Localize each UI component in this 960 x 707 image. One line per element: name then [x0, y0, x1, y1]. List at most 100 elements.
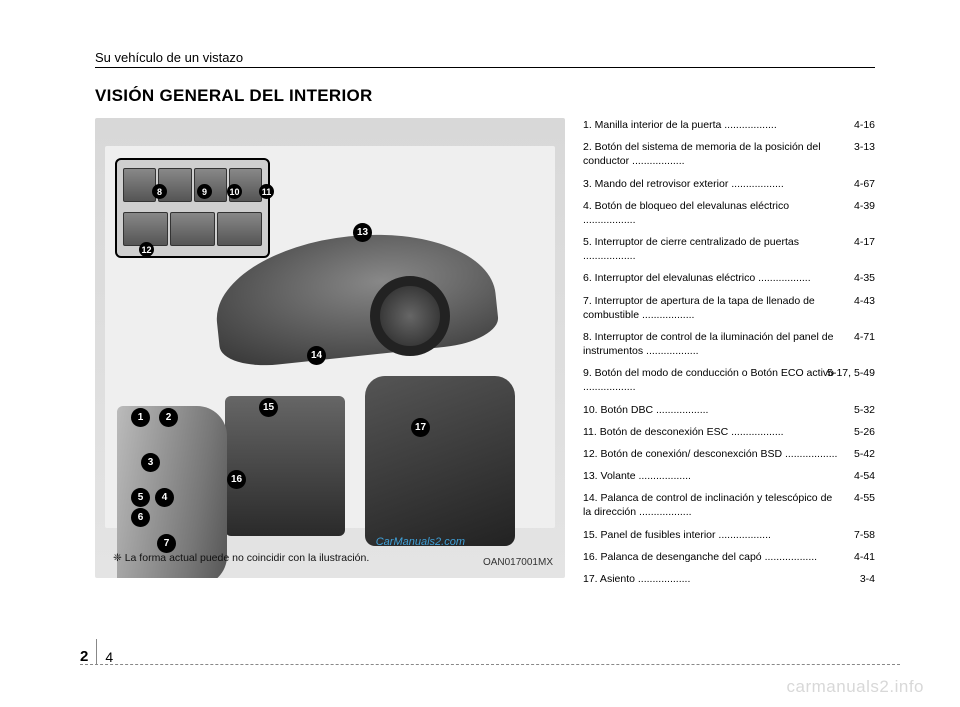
list-item-dots: .................. — [785, 447, 838, 461]
page-separator — [96, 639, 97, 665]
list-item-text: 17. Asiento .................. 3-4 — [583, 572, 875, 586]
list-item: 16. Palanca de desenganche del capó ....… — [583, 550, 875, 564]
list-item-page: 5-42 — [854, 447, 875, 461]
list-item-dots: .................. — [765, 550, 818, 564]
list-item: 9. Botón del modo de conducción o Botón … — [583, 366, 875, 394]
list-item-dots: .................. — [638, 469, 691, 483]
list-item: 7. Interruptor de apertura de la tapa de… — [583, 294, 875, 322]
callout-badge: 3 — [141, 453, 160, 472]
list-item: 6. Interruptor del elevalunas eléctrico … — [583, 271, 875, 285]
kickpanel-shape — [225, 396, 345, 536]
list-item-text: 9. Botón del modo de conducción o Botón … — [583, 366, 875, 394]
list-item-text: 2. Botón del sistema de memoria de la po… — [583, 140, 875, 168]
list-item-page: 5-17, 5-49 — [827, 366, 875, 380]
list-item-dots: .................. — [639, 505, 692, 519]
list-item-dots: .................. — [638, 572, 691, 586]
list-item-text: 11. Botón de desconexión ESC ...........… — [583, 425, 875, 439]
list-item-text: 10. Botón DBC .................. 5-32 — [583, 403, 875, 417]
list-item: 14. Palanca de control de inclinación y … — [583, 491, 875, 519]
list-item-dots: .................. — [731, 425, 784, 439]
list-item-text: 5. Interruptor de cierre centralizado de… — [583, 235, 875, 263]
list-item-page: 4-67 — [854, 177, 875, 191]
list-item: 12. Botón de conexión/ desconexción BSD … — [583, 447, 875, 461]
list-item-label: 8. Interruptor de control de la iluminac… — [583, 331, 833, 357]
callout-badge: 17 — [411, 418, 430, 437]
list-item-label: 17. Asiento — [583, 573, 638, 585]
list-item: 15. Panel de fusibles interior .........… — [583, 528, 875, 542]
page: Su vehículo de un vistazo VISIÓN GENERAL… — [95, 50, 875, 594]
list-item-page: 4-43 — [854, 294, 875, 308]
list-item: 1. Manilla interior de la puerta .......… — [583, 118, 875, 132]
callout-badge: 6 — [131, 508, 150, 527]
callout-badge: 7 — [157, 534, 176, 553]
list-item: 3. Mando del retrovisor exterior .......… — [583, 177, 875, 191]
callout-badge: 14 — [307, 346, 326, 365]
list-item-page: 4-35 — [854, 271, 875, 285]
list-item-label: 10. Botón DBC — [583, 404, 656, 416]
callout-badge: 11 — [259, 184, 274, 199]
list-item-text: 7. Interruptor de apertura de la tapa de… — [583, 294, 875, 322]
page-in-chapter: 4 — [105, 649, 113, 665]
list-item-label: 11. Botón de desconexión ESC — [583, 426, 731, 438]
list-item-dots: .................. — [583, 249, 636, 263]
list-item-page: 5-32 — [854, 403, 875, 417]
list-item-label: 15. Panel de fusibles interior — [583, 529, 718, 541]
list-item: 5. Interruptor de cierre centralizado de… — [583, 235, 875, 263]
list-item-label: 13. Volante — [583, 470, 638, 482]
list-item-page: 3-4 — [860, 572, 875, 586]
list-item-label: 2. Botón del sistema de memoria de la po… — [583, 141, 821, 167]
list-item: 17. Asiento .................. 3-4 — [583, 572, 875, 586]
figure-caption: ❈ La forma actual puede no coincidir con… — [113, 552, 369, 564]
switch-inset — [115, 158, 270, 258]
callout-badge: 2 — [159, 408, 178, 427]
list-item: 13. Volante .................. 4-54 — [583, 469, 875, 483]
list-item-label: 4. Botón de bloqueo del elevalunas eléct… — [583, 200, 789, 212]
list-item-label: 12. Botón de conexión/ desconexción BSD — [583, 448, 785, 460]
steering-wheel-shape — [370, 276, 450, 356]
list-item-page: 5-26 — [854, 425, 875, 439]
callout-badge: 5 — [131, 488, 150, 507]
callout-badge: 16 — [227, 470, 246, 489]
list-item-page: 4-17 — [854, 235, 875, 249]
list-item-dots: .................. — [724, 118, 777, 132]
seat-shape — [365, 376, 515, 546]
list-item-dots: .................. — [583, 213, 636, 227]
list-item-text: 8. Interruptor de control de la iluminac… — [583, 330, 875, 358]
content-row: ❈ La forma actual puede no coincidir con… — [95, 118, 875, 594]
inset-row-top — [123, 168, 262, 202]
list-item-label: 5. Interruptor de cierre centralizado de… — [583, 236, 799, 248]
list-item-text: 1. Manilla interior de la puerta .......… — [583, 118, 875, 132]
figure-watermark: CarManuals2.com — [376, 536, 465, 548]
list-item-dots: .................. — [646, 344, 699, 358]
callout-badge: 15 — [259, 398, 278, 417]
list-item-label: 9. Botón del modo de conducción o Botón … — [583, 367, 834, 379]
list-item: 8. Interruptor de control de la iluminac… — [583, 330, 875, 358]
list-item: 4. Botón de bloqueo del elevalunas eléct… — [583, 199, 875, 227]
callout-badge: 1 — [131, 408, 150, 427]
list-item-page: 4-39 — [854, 199, 875, 213]
list-item-text: 3. Mando del retrovisor exterior .......… — [583, 177, 875, 191]
list-item-label: 3. Mando del retrovisor exterior — [583, 178, 731, 190]
section-label: Su vehículo de un vistazo — [95, 50, 875, 68]
list-item-dots: .................. — [656, 403, 709, 417]
interior-figure: ❈ La forma actual puede no coincidir con… — [95, 118, 565, 578]
list-item-text: 12. Botón de conexión/ desconexción BSD … — [583, 447, 875, 461]
list-item-dots: .................. — [632, 154, 685, 168]
list-item-dots: .................. — [718, 528, 771, 542]
site-watermark: carmanuals2.info — [787, 677, 924, 697]
list-item-label: 7. Interruptor de apertura de la tapa de… — [583, 295, 815, 321]
chapter-number: 2 — [80, 648, 88, 665]
list-item-label: 6. Interruptor del elevalunas eléctrico — [583, 272, 758, 284]
callout-badge: 4 — [155, 488, 174, 507]
list-item-page: 4-54 — [854, 469, 875, 483]
callout-list: 1. Manilla interior de la puerta .......… — [583, 118, 875, 594]
list-item-page: 3-13 — [854, 140, 875, 154]
list-item: 10. Botón DBC .................. 5-32 — [583, 403, 875, 417]
callout-badge: 9 — [197, 184, 212, 199]
inset-button — [123, 168, 156, 202]
page-number: 2 4 — [80, 639, 113, 665]
inset-button — [217, 212, 262, 246]
list-item-dots: .................. — [731, 177, 784, 191]
list-item-dots: .................. — [642, 308, 695, 322]
list-item-text: 14. Palanca de control de inclinación y … — [583, 491, 875, 519]
